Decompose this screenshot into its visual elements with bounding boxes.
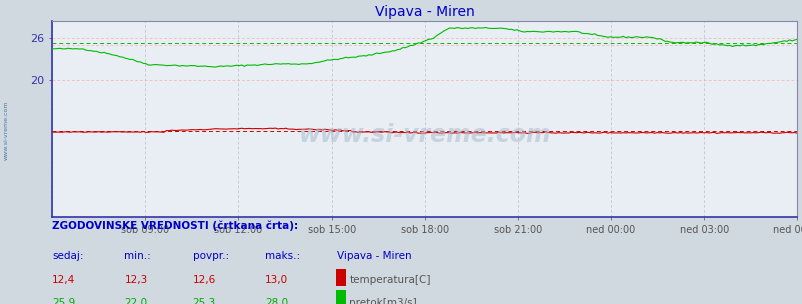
Text: 22,0: 22,0 (124, 298, 148, 304)
Text: sedaj:: sedaj: (52, 251, 83, 261)
Text: 25,9: 25,9 (52, 298, 75, 304)
Text: 12,6: 12,6 (192, 275, 216, 285)
Text: 12,3: 12,3 (124, 275, 148, 285)
Text: www.si-vreme.com: www.si-vreme.com (4, 101, 9, 161)
Text: 12,4: 12,4 (52, 275, 75, 285)
Text: min.:: min.: (124, 251, 151, 261)
Text: Vipava - Miren: Vipava - Miren (337, 251, 411, 261)
Text: pretok[m3/s]: pretok[m3/s] (349, 298, 416, 304)
Text: ZGODOVINSKE VREDNOSTI (črtkana črta):: ZGODOVINSKE VREDNOSTI (črtkana črta): (52, 220, 298, 231)
Text: temperatura[C]: temperatura[C] (349, 275, 430, 285)
Text: maks.:: maks.: (265, 251, 300, 261)
Text: povpr.:: povpr.: (192, 251, 229, 261)
Text: 28,0: 28,0 (265, 298, 288, 304)
Text: www.si-vreme.com: www.si-vreme.com (298, 123, 550, 147)
Text: 25,3: 25,3 (192, 298, 216, 304)
Title: Vipava - Miren: Vipava - Miren (375, 5, 474, 19)
Text: 13,0: 13,0 (265, 275, 288, 285)
